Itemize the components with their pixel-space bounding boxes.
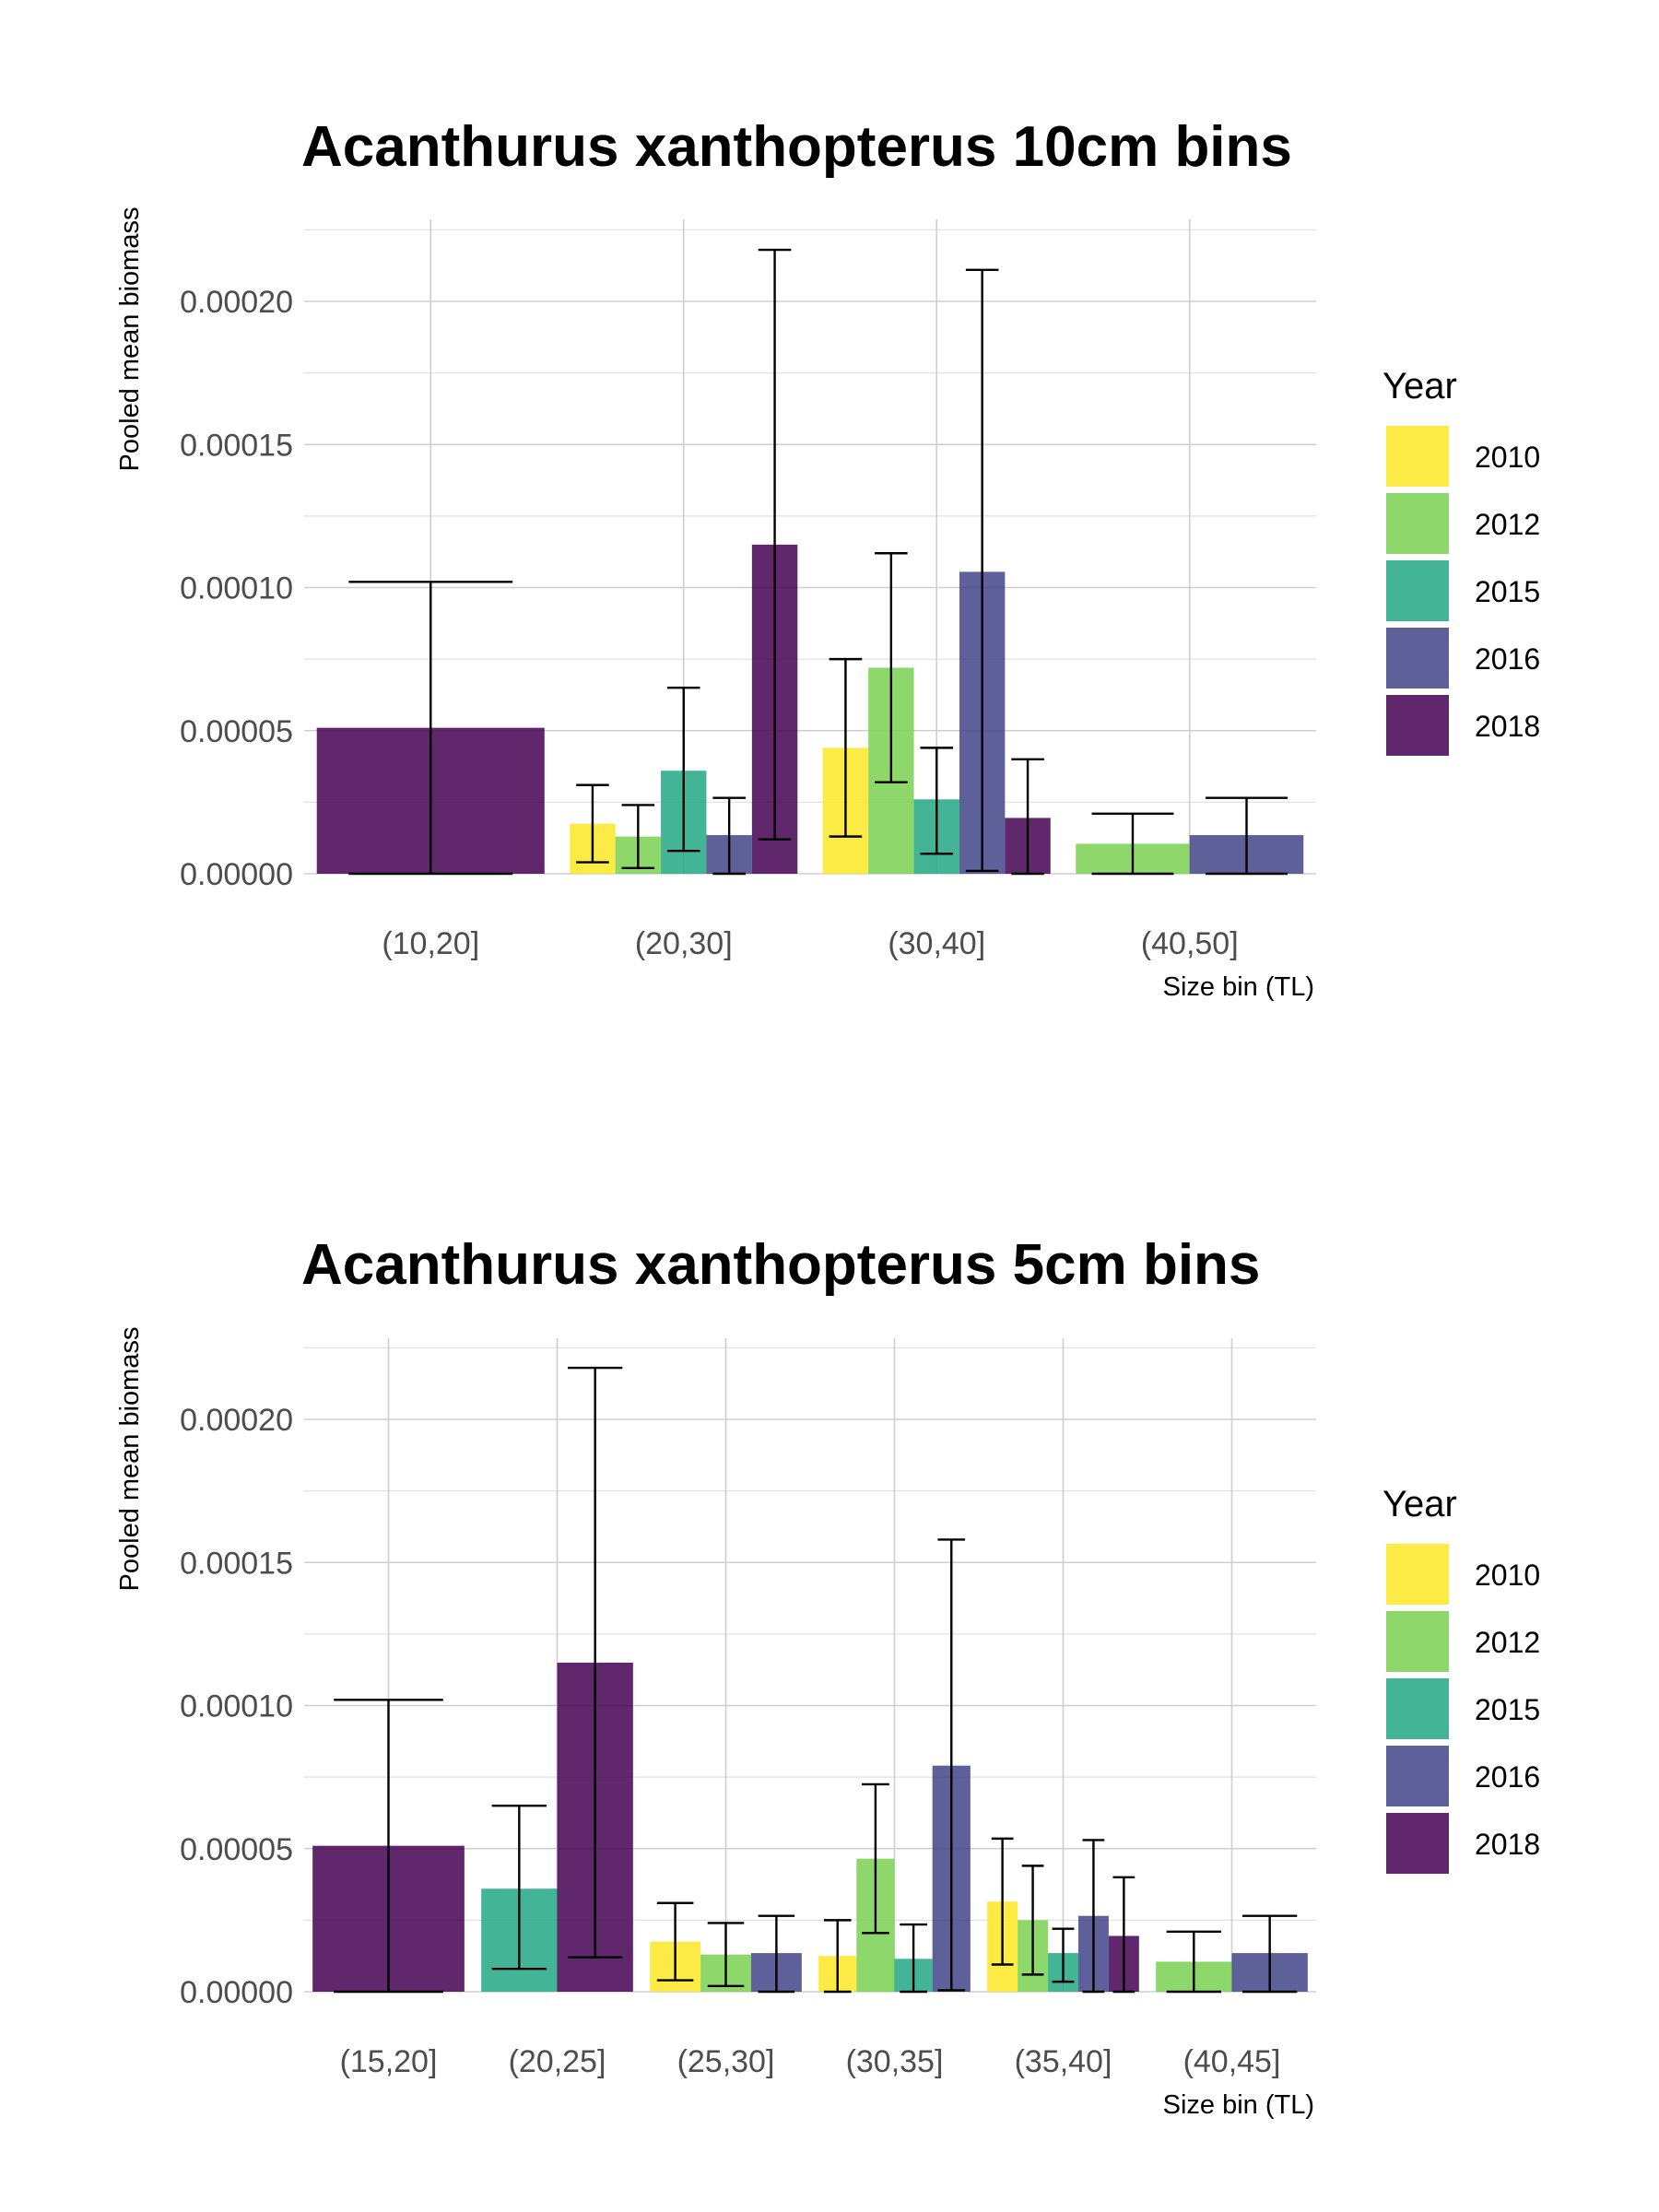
error-bar [1052,1927,1075,1983]
error-bar [491,1804,547,1971]
x-axis-label: Size bin (TL) [1163,2090,1314,2120]
legend-label: 2016 [1475,1760,1540,1794]
error-bar [656,1901,694,1982]
legend-title: Year [1382,366,1457,406]
y-tick-label: 0.00015 [180,1546,293,1581]
error-bar [712,796,746,876]
legend-swatch [1386,628,1449,688]
legend-label: 2010 [1475,441,1540,474]
chart-5cm-bins: Acanthurus xanthopterus 5cm bins 0.00000… [115,1233,1540,2120]
error-bar [1206,796,1288,876]
y-tick-label: 0.00005 [180,1832,293,1867]
error-bar [576,783,609,864]
y-tick-label: 0.00000 [180,857,293,892]
x-tick-label: (20,25] [509,2044,606,2079]
x-tick-label: (30,40] [888,926,985,961]
error-bar [1082,1839,1105,1994]
x-tick-labels: (10,20] (20,30] (30,40] (40,50] [382,926,1238,961]
y-tick-labels: 0.00000 0.00005 0.00010 0.00015 0.00020 [180,285,293,892]
legend-swatch [1386,1611,1449,1672]
legend-label: 2015 [1475,575,1540,608]
error-bar [348,581,513,876]
y-axis-label: Pooled mean biomass [115,1327,145,1592]
error-bar [920,747,954,855]
x-tick-label: (30,35] [846,2044,944,2079]
legend: Year 2010 2012 2015 2016 2018 [1382,1484,1540,1874]
y-axis-label: Pooled mean biomass [115,207,145,472]
chart-title: Acanthurus xanthopterus 10cm bins [301,115,1292,179]
legend-label: 2018 [1475,710,1540,743]
error-bar [707,1922,745,1987]
x-tick-label: (10,20] [382,926,479,961]
error-bars [348,248,1288,876]
legend-swatch [1386,1544,1449,1605]
error-bar [823,1919,852,1994]
error-bar [1021,1865,1044,1976]
y-tick-label: 0.00010 [180,1689,293,1724]
legend-label: 2016 [1475,642,1540,676]
error-bar [758,1914,795,1994]
y-tick-label: 0.00020 [180,285,293,320]
error-bar [900,1923,927,1994]
error-bar [1091,812,1174,876]
error-bar [937,1538,966,1992]
error-bar [875,552,908,783]
x-tick-labels: (15,20] (20,25] (25,30] (30,35] (35,40] (40,4… [340,2044,1281,2079]
y-tick-label: 0.00000 [180,1975,293,2010]
error-bar [334,1699,443,1994]
error-bar [568,1366,623,1959]
y-tick-label: 0.00020 [180,1403,293,1438]
x-tick-label: (40,45] [1183,2044,1281,2079]
chart-title: Acanthurus xanthopterus 5cm bins [301,1233,1260,1297]
y-tick-label: 0.00010 [180,571,293,606]
legend-swatch [1386,426,1449,487]
error-bar [1242,1914,1298,1994]
x-tick-label: (35,40] [1015,2044,1112,2079]
error-bar [991,1837,1014,1966]
legend-label: 2012 [1475,508,1540,541]
error-bar [965,268,999,873]
y-tick-labels: 0.00000 0.00005 0.00010 0.00015 0.00020 [180,1403,293,2010]
y-tick-label: 0.00015 [180,428,293,463]
legend-title: Year [1382,1484,1457,1524]
legend-label: 2010 [1475,1559,1540,1592]
error-bars [334,1366,1298,1994]
y-tick-label: 0.00005 [180,714,293,749]
error-bar [1112,1876,1135,1994]
error-bar [758,248,792,841]
error-bar [1166,1930,1221,1994]
x-tick-label: (25,30] [677,2044,775,2079]
legend-swatch [1386,493,1449,554]
error-bar [666,686,700,853]
x-axis-label: Size bin (TL) [1163,972,1314,1002]
legend: Year 2010 2012 2015 2016 2018 [1382,366,1540,756]
legend-swatch [1386,1746,1449,1806]
legend-swatch [1386,1813,1449,1874]
legend-swatch [1386,1678,1449,1739]
legend-label: 2012 [1475,1626,1540,1659]
error-bar [1011,758,1044,876]
legend-label: 2018 [1475,1828,1540,1861]
legend-swatch [1386,695,1449,756]
x-tick-label: (15,20] [340,2044,438,2079]
error-bar [621,804,655,869]
error-bar [829,657,863,838]
chart-10cm-bins: Acanthurus xanthopterus 10cm bins 0.0000… [115,115,1540,1002]
x-tick-label: (40,50] [1141,926,1239,961]
legend-swatch [1386,560,1449,621]
x-tick-label: (20,30] [635,926,733,961]
error-bar [862,1783,889,1935]
legend-label: 2015 [1475,1693,1540,1726]
